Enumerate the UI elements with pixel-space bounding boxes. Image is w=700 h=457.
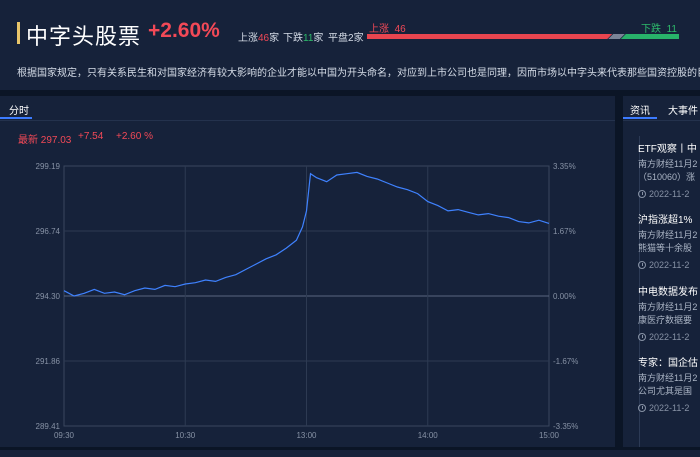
y-tick-label-left: 299.19 (36, 162, 61, 171)
bottom-strip (0, 450, 700, 457)
news-summary: 南方财经11月2 （510060）涨 (638, 159, 698, 182)
stat-up: 上涨46家 (238, 33, 280, 44)
advance-decline-bar (367, 34, 679, 39)
tab-news[interactable]: 资讯 (630, 106, 650, 117)
title-accent-bar (17, 22, 20, 44)
ratio-labels: 上涨 46 下跌 11 (367, 20, 679, 35)
news-item[interactable]: ETF观察丨中 南方财经11月2 （510060）涨 2022-11-2 (638, 140, 700, 199)
tab-events[interactable]: 大事件 (668, 106, 698, 117)
chart-panel: 分时 最新 297.03 +7.54 +2.60 % 299.19 296.74 2… (0, 96, 615, 447)
intraday-chart[interactable]: 299.19 296.74 294.30 291.86 289.41 3.35% 1.67… (0, 96, 615, 447)
y-axis-right: 3.35% 1.67% 0.00% -1.67% -3.35% (553, 162, 578, 431)
tab-intraday[interactable]: 分时 (9, 106, 29, 117)
news-time: 2022-11-2 (638, 332, 700, 342)
news-title[interactable]: 沪指涨超1% (638, 215, 693, 226)
y-tick-label-left: 294.30 (36, 292, 61, 301)
news-panel: 资讯 大事件 ETF观察丨中 南方财经11月2 （510060）涨 2022-11… (623, 96, 700, 447)
news-title[interactable]: 专家：国企估 (638, 358, 698, 369)
grid-lines (64, 166, 549, 426)
ratio-bar-up (367, 34, 612, 39)
y-tick-label-right: -3.35% (553, 422, 578, 431)
news-item[interactable]: 沪指涨超1% 南方财经11月2 熊猫等十余股 2022-11-2 (638, 211, 700, 270)
clock-icon (638, 404, 646, 412)
clock-icon (638, 333, 646, 341)
news-item[interactable]: 中电数据发布 南方财经11月2 康医疗数据要 2022-11-2 (638, 283, 700, 342)
y-tick-label-left: 296.74 (36, 227, 61, 236)
stat-down: 下跌11家 (283, 33, 324, 44)
ratio-bar-down (620, 34, 679, 39)
news-summary: 南方财经11月2 公司尤其是国 (638, 373, 698, 396)
news-time: 2022-11-2 (638, 260, 700, 270)
panel-divider (0, 120, 615, 121)
news-item[interactable]: 专家：国企估 南方财经11月2 公司尤其是国 2022-11-2 (638, 354, 700, 413)
x-tick-label: 09:30 (54, 431, 75, 440)
news-time: 2022-11-2 (638, 189, 700, 199)
ratio-up-label: 上涨 46 (369, 24, 406, 35)
stat-flat: 平盘2家 (328, 33, 364, 44)
x-tick-label: 14:00 (418, 431, 439, 440)
price-line (63, 171, 550, 297)
y-tick-label-right: 3.35% (553, 162, 576, 171)
news-summary: 南方财经11月2 康医疗数据要 (638, 302, 698, 325)
news-time: 2022-11-2 (638, 403, 700, 413)
sector-description: 根据国家规定，只有关系民生和对国家经济有较大影响的企业才能以中国为开头命名，对应… (17, 68, 700, 79)
page-header: 中字头股票 +2.60% 上涨46家 下跌11家 平盘2家 上涨 46 下跌 1… (0, 0, 700, 90)
news-summary: 南方财经11月2 熊猫等十余股 (638, 230, 698, 253)
ratio-bar-flat (608, 34, 625, 39)
y-tick-label-right: -1.67% (553, 357, 578, 366)
news-title[interactable]: ETF观察丨中 (638, 144, 697, 155)
latest-quote: 最新 297.03 (18, 135, 72, 146)
news-tab-active-indicator (623, 117, 657, 119)
x-tick-label: 13:00 (296, 431, 317, 440)
ratio-down-label: 下跌 11 (641, 24, 677, 35)
index-change-pct: +2.60% (148, 19, 220, 42)
y-tick-label-right: 1.67% (553, 227, 576, 236)
x-tick-label: 15:00 (539, 431, 560, 440)
y-tick-label-left: 289.41 (36, 422, 61, 431)
news-divider (623, 120, 700, 121)
y-axis-left: 299.19 296.74 294.30 291.86 289.41 (36, 162, 61, 431)
y-tick-label-right: 0.00% (553, 292, 576, 301)
tab-active-indicator (0, 117, 32, 119)
news-timeline (639, 136, 640, 447)
page-title: 中字头股票 (26, 24, 142, 49)
x-tick-label: 10:30 (175, 431, 196, 440)
y-tick-label-left: 291.86 (36, 357, 61, 366)
clock-icon (638, 261, 646, 269)
clock-icon (638, 190, 646, 198)
x-axis: 09:30 10:30 13:00 14:00 15:00 (54, 431, 560, 440)
change-value: +7.54 (78, 131, 104, 142)
news-title[interactable]: 中电数据发布 (638, 287, 698, 298)
change-percent: +2.60 % (116, 131, 153, 142)
